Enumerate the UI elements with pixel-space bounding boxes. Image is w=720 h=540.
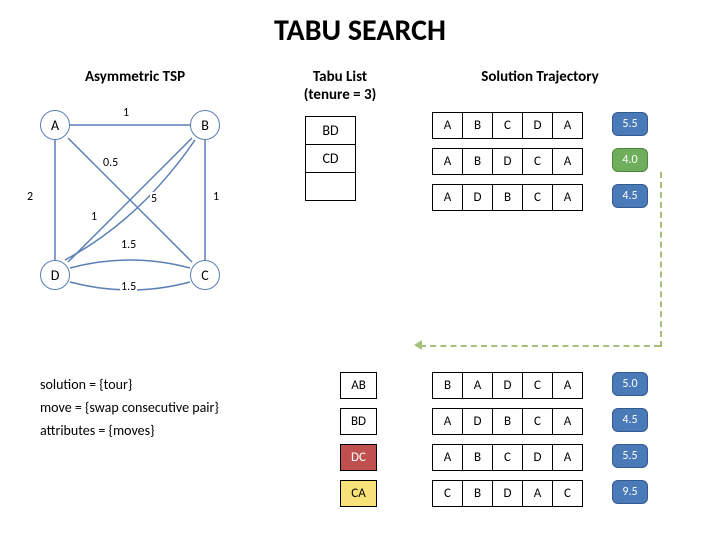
def-attributes: attributes = {moves}	[40, 422, 219, 439]
traj-cell: D	[493, 149, 523, 175]
def-solution: solution = {tour}	[40, 376, 219, 393]
traj-cell: A	[553, 149, 583, 175]
graph-node: A	[40, 110, 70, 140]
aspiration-arrow	[660, 172, 662, 347]
traj-cell: A	[523, 481, 553, 507]
trajectory-top-table: A B C D A	[432, 112, 583, 139]
traj-cell: B	[463, 481, 493, 507]
aspiration-arrow	[420, 345, 660, 347]
subhead-tsp: Asymmetric TSP	[50, 68, 220, 86]
def-move: move = {swap consecutive pair}	[40, 399, 219, 416]
graph-node: C	[190, 260, 220, 290]
traj-cell: A	[433, 185, 463, 211]
cost-badge: 4.5	[612, 408, 648, 432]
traj-cell: A	[433, 445, 463, 471]
traj-cell: D	[463, 185, 493, 211]
trajectory-bottom-row: C B D A C	[432, 480, 583, 507]
move-cell-tabu: DC	[341, 445, 377, 471]
traj-cell: C	[523, 373, 553, 399]
traj-cell: B	[493, 185, 523, 211]
tabu-cell	[306, 173, 356, 201]
edge-label: 5	[150, 192, 158, 206]
traj-cell: C	[523, 185, 553, 211]
traj-cell: C	[523, 149, 553, 175]
graph-node: D	[40, 260, 70, 290]
traj-cell: B	[433, 373, 463, 399]
definitions: solution = {tour} move = {swap consecuti…	[40, 370, 219, 445]
tabu-cell: BD	[306, 117, 356, 145]
traj-cell: A	[553, 445, 583, 471]
move-cell: BD	[341, 409, 377, 435]
cost-badge-best: 4.0	[612, 148, 648, 172]
trajectory-bottom-row: B A D C A	[432, 372, 583, 399]
traj-cell: A	[553, 409, 583, 435]
trajectory-bottom-row: A B C D A	[432, 444, 583, 471]
traj-cell: C	[493, 445, 523, 471]
subhead-traj: Solution Trajectory	[440, 68, 640, 86]
cost-badge: 5.5	[612, 112, 648, 136]
move-cell-aspiration: CA	[341, 481, 377, 507]
edge-label: 1	[90, 210, 98, 224]
traj-cell: B	[463, 113, 493, 139]
traj-cell: A	[433, 409, 463, 435]
arrowhead-icon	[414, 340, 422, 350]
traj-cell: D	[493, 373, 523, 399]
traj-cell: B	[493, 409, 523, 435]
cost-badge: 9.5	[612, 480, 648, 504]
traj-cell: C	[523, 409, 553, 435]
trajectory-bottom-row: A D B C A	[432, 408, 583, 435]
traj-cell: C	[493, 113, 523, 139]
edge-label: 1.5	[120, 238, 137, 252]
traj-cell: A	[463, 373, 493, 399]
traj-cell: A	[433, 113, 463, 139]
cost-badge: 5.5	[612, 444, 648, 468]
edge-label: 1	[212, 190, 220, 204]
trajectory-top-table: A B D C A	[432, 148, 583, 175]
trajectory-bottom-table: DC	[340, 444, 377, 471]
subhead-tabu: Tabu List (tenure = 3)	[280, 68, 400, 104]
traj-cell: A	[553, 113, 583, 139]
tsp-graph: A B D C 1 0.5 2 1 1 5 1.5 1.5	[30, 110, 240, 290]
traj-cell: A	[433, 149, 463, 175]
traj-cell: C	[553, 481, 583, 507]
traj-cell: A	[553, 185, 583, 211]
traj-cell: D	[493, 481, 523, 507]
edge-label: 0.5	[102, 156, 119, 170]
traj-cell: B	[463, 149, 493, 175]
edge-label: 1	[122, 106, 130, 120]
edge-label: 1.5	[120, 280, 137, 294]
cost-badge: 5.0	[612, 372, 648, 396]
traj-cell: A	[553, 373, 583, 399]
edge-label: 2	[26, 190, 34, 204]
traj-cell: D	[463, 409, 493, 435]
graph-node: B	[190, 110, 220, 140]
traj-cell: B	[463, 445, 493, 471]
cost-badge: 4.5	[612, 184, 648, 208]
move-cell: AB	[341, 373, 377, 399]
traj-cell: C	[433, 481, 463, 507]
page-title: TABU SEARCH	[0, 0, 720, 57]
trajectory-bottom-table: CA	[340, 480, 377, 507]
trajectory-bottom-table: BD	[340, 408, 377, 435]
tabu-cell: CD	[306, 145, 356, 173]
trajectory-top-table: A D B C A	[432, 184, 583, 211]
traj-cell: D	[523, 113, 553, 139]
tabu-list-table: BD CD	[305, 116, 356, 201]
trajectory-bottom-table: AB	[340, 372, 377, 399]
traj-cell: D	[523, 445, 553, 471]
